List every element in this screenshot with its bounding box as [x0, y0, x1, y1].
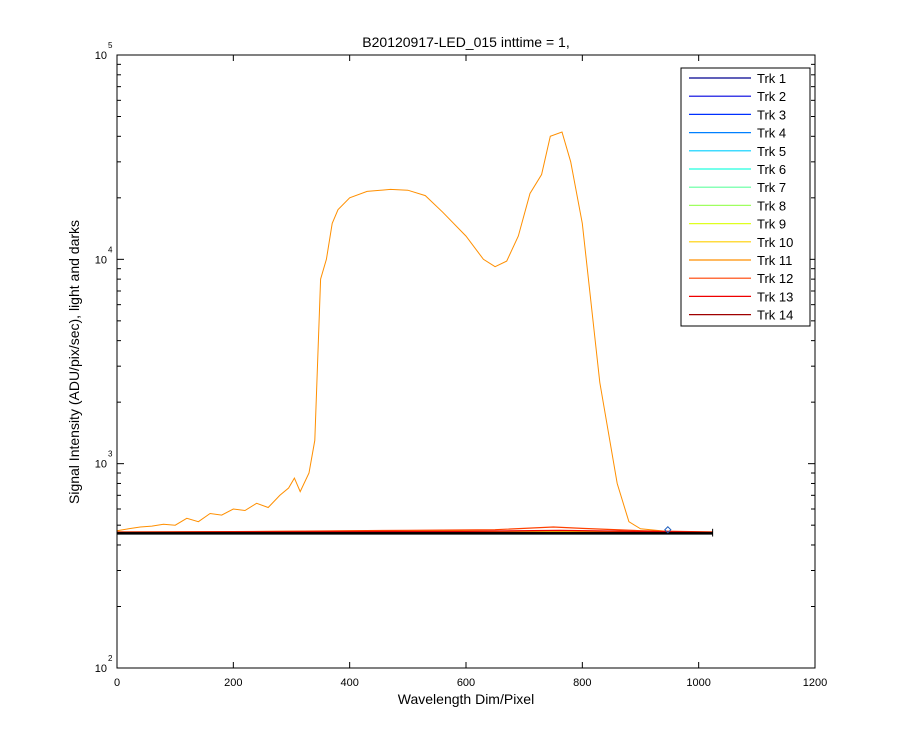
x-tick-label: 400	[340, 677, 358, 689]
legend-label-trk-11: Trk 11	[757, 253, 792, 268]
legend-label-trk-3: Trk 3	[757, 107, 786, 122]
legend-label-trk-4: Trk 4	[757, 126, 786, 141]
x-tick-label: 600	[457, 677, 475, 689]
x-tick-label: 1000	[686, 677, 710, 689]
x-tick-label: 1200	[803, 677, 827, 689]
x-tick-label: 800	[573, 677, 591, 689]
legend-label-trk-14: Trk 14	[757, 308, 793, 323]
legend-label-trk-7: Trk 7	[757, 180, 786, 195]
legend-label-trk-13: Trk 13	[757, 289, 793, 304]
legend-label-trk-2: Trk 2	[757, 89, 786, 104]
x-tick-label: 200	[224, 677, 242, 689]
x-tick-label: 0	[114, 677, 120, 689]
legend: Trk 1 Trk 2 Trk 3 Trk 4 Trk 5 Trk 6 Trk 7 Trk 8…	[680, 67, 811, 327]
y-tick-label: 10	[95, 254, 107, 266]
series-layer	[116, 131, 714, 537]
data-marker	[664, 526, 672, 534]
x-axis-label: Wavelength Dim/Pixel	[398, 691, 534, 707]
legend-label-trk-1: Trk 1	[757, 71, 786, 86]
legend-label-trk-12: Trk 12	[757, 271, 793, 286]
y-tick-exponent: 3	[108, 450, 113, 459]
legend-label-trk-6: Trk 6	[757, 162, 786, 177]
y-tick-exponent: 4	[108, 245, 113, 254]
series-line-trk-11	[116, 131, 713, 533]
legend-label-trk-8: Trk 8	[757, 198, 786, 213]
legend-label-trk-9: Trk 9	[757, 217, 786, 232]
chart-title: B20120917-LED_015 inttime = 1,	[362, 34, 569, 50]
legend-label-trk-5: Trk 5	[757, 144, 786, 159]
legend-label-trk-10: Trk 10	[757, 235, 793, 250]
y-axis-label: Signal Intensity (ADU/pix/sec), light an…	[66, 220, 82, 504]
legend-box	[680, 67, 811, 327]
y-tick-label: 10	[95, 663, 107, 675]
y-tick-exponent: 2	[108, 654, 113, 663]
y-tick-exponent: 5	[108, 41, 113, 50]
y-tick-label: 10	[95, 459, 107, 471]
y-tick-label: 10	[95, 50, 107, 62]
